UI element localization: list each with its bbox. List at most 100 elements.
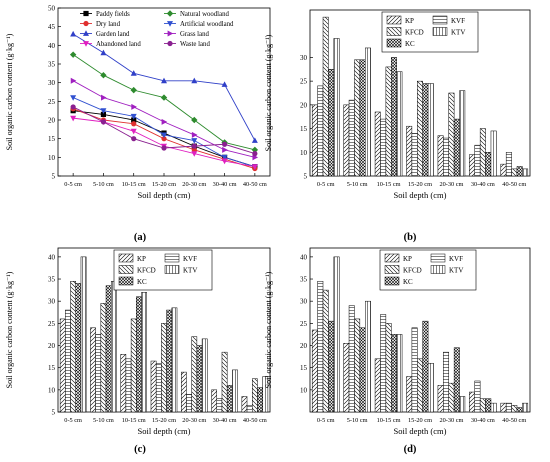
- legend-swatch: [430, 265, 446, 274]
- bar: [417, 80, 423, 177]
- legend-label: KC: [403, 278, 413, 286]
- x-tick-label: 0-5 cm: [64, 181, 82, 188]
- y-tick-label: 15: [300, 125, 308, 133]
- bar: [391, 57, 397, 177]
- data-point: [131, 103, 137, 110]
- y-axis-label: Soil organic carbon content (g·kg⁻¹): [5, 33, 14, 150]
- bar: [500, 402, 507, 413]
- bar: [70, 280, 76, 413]
- data-point: [130, 86, 137, 94]
- bar: [406, 125, 413, 177]
- legend-swatch: [432, 15, 448, 25]
- data-point: [161, 77, 167, 84]
- data-point: [221, 154, 228, 161]
- legend-swatch: [384, 276, 400, 286]
- y-tick-label: 30: [48, 79, 56, 87]
- bar: [427, 83, 434, 177]
- data-point: [130, 113, 137, 120]
- bar: [105, 285, 112, 413]
- bar: [161, 323, 167, 413]
- panel-caption: (d): [404, 444, 417, 455]
- legend-marker: [83, 20, 89, 27]
- bar: [354, 59, 361, 177]
- bar: [211, 389, 218, 413]
- data-point: [131, 117, 137, 123]
- bar: [459, 90, 466, 177]
- legend-label: KC: [405, 40, 415, 48]
- bar: [333, 256, 340, 413]
- data-point: [252, 151, 258, 157]
- y-tick-label: 25: [300, 78, 308, 86]
- data-point: [131, 121, 137, 127]
- bar: [241, 396, 248, 413]
- data-point: [191, 151, 198, 157]
- x-tick-label: 40-50 cm: [243, 181, 267, 188]
- legend-swatch: [164, 253, 180, 263]
- bar: [257, 387, 263, 413]
- data-point: [191, 131, 198, 138]
- legend-marker: [83, 10, 89, 17]
- x-axis-label: Soil depth (cm): [394, 190, 447, 200]
- bar: [348, 99, 355, 177]
- data-point: [69, 51, 77, 58]
- bar: [516, 407, 523, 413]
- x-tick-label: 30-40 cm: [471, 181, 495, 188]
- bar: [365, 47, 371, 177]
- y-tick-label: 35: [48, 61, 56, 69]
- x-tick-label: 5-10 cm: [93, 417, 114, 424]
- bar: [95, 334, 102, 413]
- data-point: [70, 95, 77, 101]
- bar: [453, 347, 460, 413]
- bar: [322, 16, 329, 177]
- data-point: [161, 145, 167, 151]
- data-point: [161, 136, 167, 142]
- bar: [474, 380, 481, 413]
- bar: [343, 343, 350, 413]
- bar: [100, 303, 107, 413]
- bar: [453, 118, 460, 177]
- bar: [317, 280, 324, 413]
- legend-marker: [166, 10, 174, 17]
- data-point: [191, 147, 197, 153]
- x-tick-label: 30-40 cm: [213, 417, 237, 424]
- bar: [196, 345, 203, 413]
- data-point: [191, 143, 197, 149]
- bar: [406, 376, 413, 413]
- y-tick-label: 15: [48, 364, 56, 372]
- panel-d: 10 15 20 25 30 35 40 0-5 cm 5-10 cm 10-15 cm 15-20…: [264, 247, 531, 455]
- data-point: [251, 146, 259, 154]
- bar: [246, 405, 253, 413]
- bar: [328, 69, 335, 177]
- bar: [365, 300, 371, 413]
- y-tick-label: 15: [300, 364, 308, 372]
- y-tick-label: 5: [304, 173, 308, 181]
- legend-label: KTV: [449, 267, 463, 275]
- bar: [522, 402, 529, 413]
- data-point: [221, 141, 228, 147]
- bar: [166, 309, 173, 413]
- x-tick-label: 20-30 cm: [182, 181, 206, 188]
- y-tick-label: 5: [52, 173, 56, 181]
- bar: [226, 385, 233, 413]
- bar: [448, 382, 455, 413]
- bar: [333, 38, 340, 177]
- bar: [75, 283, 82, 413]
- bar: [252, 378, 258, 413]
- x-tick-label: 30-40 cm: [471, 417, 495, 424]
- x-tick-label: 0-5 cm: [64, 417, 82, 424]
- y-tick-label: 5: [52, 409, 56, 417]
- bar: [136, 296, 142, 413]
- bar: [443, 351, 449, 413]
- legend-swatch: [430, 253, 446, 263]
- x-axis-label: Soil depth (cm): [138, 190, 191, 200]
- y-tick-label: 25: [300, 320, 308, 328]
- x-tick-label: 5-10 cm: [93, 181, 114, 188]
- y-tick-label: 30: [300, 54, 308, 62]
- bar: [422, 320, 429, 413]
- legend-label: Natural woodland: [180, 11, 229, 18]
- x-tick-label: 15-20 cm: [408, 181, 432, 188]
- y-tick-label: 35: [48, 276, 56, 284]
- y-tick-label: 15: [48, 135, 56, 143]
- legend-label: Paddy fields: [96, 11, 130, 18]
- legend-swatch: [118, 265, 134, 274]
